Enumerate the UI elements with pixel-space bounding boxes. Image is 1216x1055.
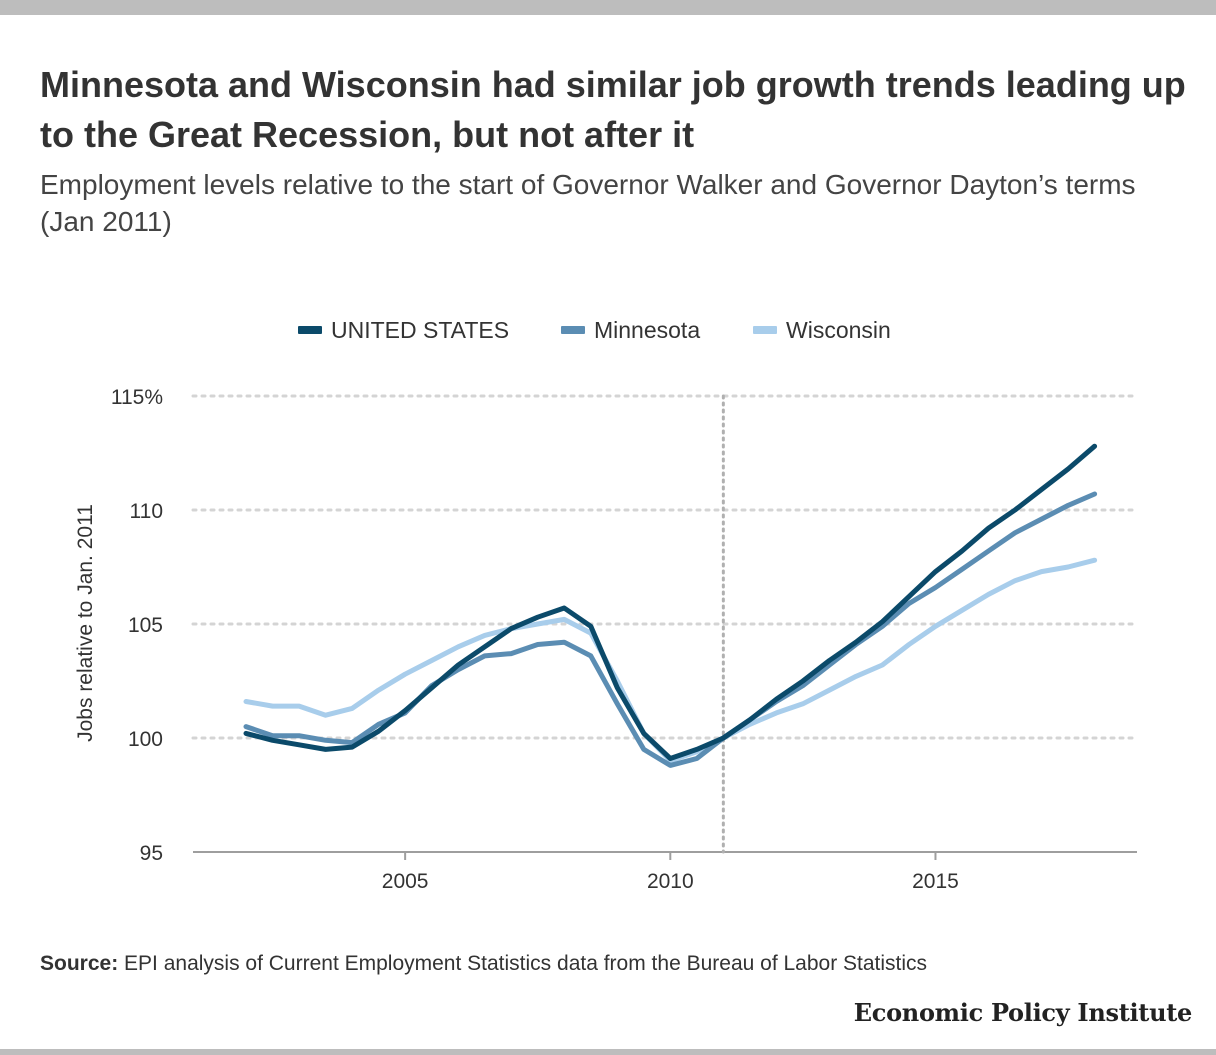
top-border-bar — [0, 0, 1216, 15]
legend-swatch-united-states — [298, 326, 322, 334]
line-chart: 95 100 105 110 115% 2005 2010 2015 Jobs relative… — [74, 317, 1139, 893]
x-tick-label-2005: 2005 — [382, 870, 429, 893]
series-line-minnesota — [243, 491, 1098, 768]
series-line-united-states — [243, 443, 1098, 761]
epi-logo: Economic Policy Institute — [853, 998, 1193, 1027]
y-tick-label-115: 115% — [111, 386, 163, 409]
legend-label-minnesota: Minnesota — [594, 317, 700, 343]
legend-swatch-minnesota — [561, 326, 585, 334]
bottom-border-bar — [0, 1049, 1216, 1055]
source-text: EPI analysis of Current Employment Stati… — [118, 952, 928, 975]
chart-title: Minnesota and Wisconsin had similar job … — [40, 64, 1186, 155]
y-tick-label-110: 110 — [130, 500, 163, 523]
y-axis-label: Jobs relative to Jan. 2011 — [74, 504, 97, 742]
x-tick-label-2015: 2015 — [912, 870, 959, 893]
legend-swatch-wisconsin — [753, 326, 777, 334]
y-tick-label-95: 95 — [140, 842, 163, 865]
chart-subtitle: Employment levels relative to the start … — [40, 169, 1136, 237]
source-note: Source: EPI analysis of Current Employme… — [40, 950, 1190, 978]
source-label: Source: — [40, 952, 119, 975]
x-tick-label-2010: 2010 — [647, 870, 694, 893]
legend-label-wisconsin: Wisconsin — [786, 317, 891, 343]
y-tick-label-100: 100 — [128, 728, 163, 751]
y-tick-label-105: 105 — [128, 614, 163, 637]
legend-label-united-states: UNITED STATES — [331, 317, 509, 343]
